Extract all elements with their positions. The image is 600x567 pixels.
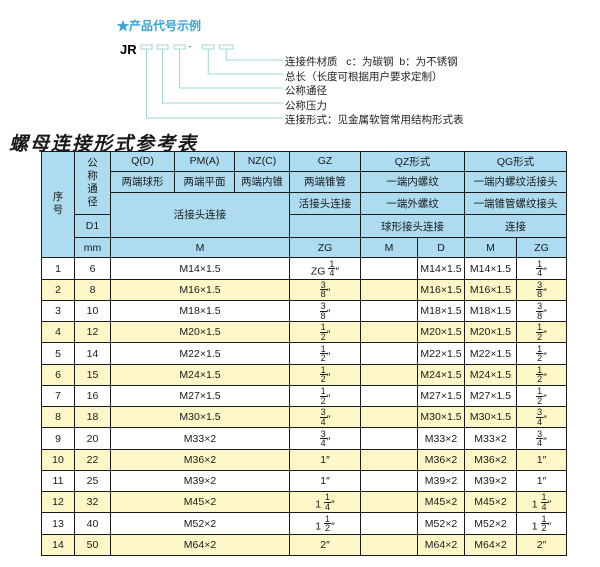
svg-text:-: -: [189, 42, 192, 51]
